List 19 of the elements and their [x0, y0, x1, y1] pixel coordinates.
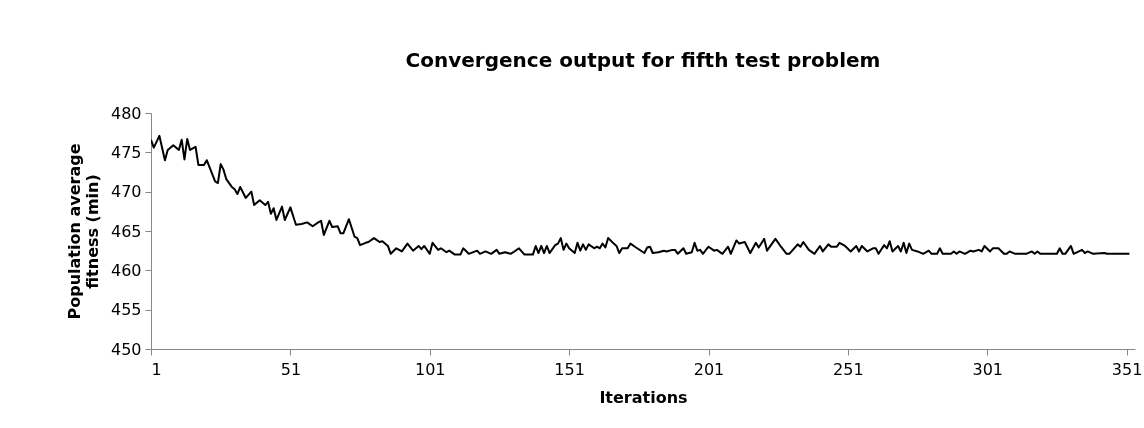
y-tick-label: 450	[110, 339, 142, 359]
x-axis-title: Iterations	[599, 387, 688, 407]
x-tick-label: 151	[554, 359, 585, 379]
x-tick-label: 351	[1111, 359, 1143, 379]
y-tick-label: 470	[110, 182, 142, 202]
y-tick-label: 475	[110, 142, 142, 162]
chart-title: Convergence output for fifth test problem	[405, 48, 881, 72]
y-axis-title: Population average fitness (min)	[64, 143, 102, 320]
line-series	[151, 134, 1131, 256]
x-tick-label: 101	[414, 359, 446, 379]
y-tick-label: 455	[110, 300, 142, 320]
x-tick-label: 51	[280, 359, 302, 379]
x-tick-label: 301	[972, 359, 1004, 379]
x-tick-label: 251	[833, 359, 864, 379]
y-tick-label: 465	[110, 221, 142, 241]
y-tick-label: 460	[110, 260, 142, 280]
y-tick-label: 480	[110, 103, 142, 123]
x-tick-label: 1	[151, 359, 162, 379]
x-tick-label: 201	[693, 359, 725, 379]
